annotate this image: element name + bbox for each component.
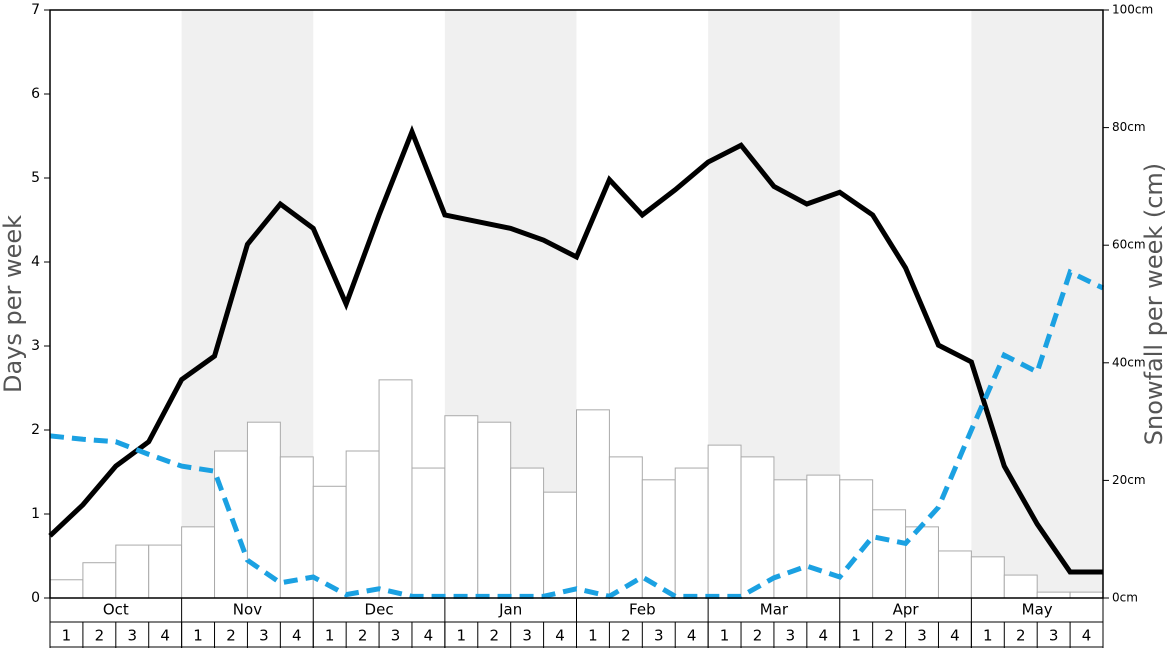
y-tick-label: 2	[31, 422, 40, 438]
week-label: 3	[259, 627, 269, 645]
month-label: Oct	[103, 601, 129, 619]
week-label: 2	[621, 627, 631, 645]
month-label: May	[1022, 601, 1053, 619]
week-label: 4	[555, 627, 565, 645]
y-tick-label: 1	[31, 506, 40, 522]
bar	[378, 379, 413, 599]
bar	[82, 562, 117, 599]
week-label: 1	[588, 627, 598, 645]
week-label: 4	[424, 627, 434, 645]
month-label: Dec	[365, 601, 394, 619]
y-tick-label: 3	[31, 338, 40, 354]
bar	[839, 479, 874, 599]
bar	[674, 467, 709, 599]
bar	[1069, 591, 1104, 599]
bar	[543, 491, 577, 599]
y2-tick-label: 40cm	[1112, 355, 1146, 369]
bar	[707, 444, 742, 599]
week-label: 2	[95, 627, 105, 645]
bar	[345, 450, 380, 599]
y2-tick-label: 60cm	[1112, 238, 1146, 252]
month-label: Feb	[629, 601, 656, 619]
y2-tick-label: 80cm	[1112, 120, 1146, 134]
month-label: Jan	[498, 601, 522, 619]
bar	[246, 421, 281, 599]
bar	[115, 544, 150, 599]
week-label: 3	[1049, 627, 1059, 645]
bar	[49, 579, 84, 599]
bar	[312, 485, 347, 599]
y-tick-label: 0	[31, 590, 40, 606]
week-label: 1	[325, 627, 335, 645]
week-label: 2	[884, 627, 894, 645]
bar	[872, 509, 907, 599]
week-label: 1	[851, 627, 861, 645]
week-label: 3	[654, 627, 664, 645]
week-label: 1	[193, 627, 203, 645]
y2-tick-label: 100cm	[1112, 3, 1153, 17]
week-label: 2	[226, 627, 236, 645]
bar	[608, 456, 643, 599]
bar	[148, 544, 183, 599]
month-label: Apr	[893, 601, 920, 619]
week-label: 4	[160, 627, 170, 645]
y2-axis-title: Snowfall per week (cm)	[1140, 163, 1168, 445]
bar	[411, 467, 446, 599]
y-tick-label: 4	[31, 254, 40, 270]
week-label: 3	[917, 627, 927, 645]
week-label: 2	[1016, 627, 1026, 645]
bar	[510, 467, 545, 599]
week-label: 3	[786, 627, 796, 645]
week-label: 1	[62, 627, 72, 645]
y2-tick-label: 0cm	[1112, 591, 1138, 605]
week-label: 4	[950, 627, 960, 645]
week-label: 3	[522, 627, 532, 645]
bar	[181, 526, 216, 599]
y-tick-label: 5	[31, 170, 40, 186]
y-tick-label: 7	[31, 2, 40, 18]
week-label: 4	[292, 627, 302, 645]
bar	[905, 526, 939, 599]
week-label: 1	[720, 627, 730, 645]
month-label: Mar	[760, 601, 789, 619]
week-label: 1	[457, 627, 467, 645]
line	[48, 125, 1103, 575]
y2-tick-label: 20cm	[1112, 473, 1146, 487]
bar	[576, 409, 610, 599]
month-label: Nov	[233, 601, 262, 619]
week-label: 2	[489, 627, 499, 645]
bar	[970, 556, 1005, 599]
bar	[1003, 574, 1038, 599]
bar	[806, 474, 841, 599]
week-label: 4	[1082, 627, 1092, 645]
week-label: 2	[358, 627, 368, 645]
line	[49, 268, 1105, 599]
bar	[214, 450, 248, 599]
week-label: 4	[687, 627, 697, 645]
week-label: 2	[753, 627, 763, 645]
bar	[937, 550, 972, 599]
bar	[773, 479, 808, 599]
bar	[444, 415, 479, 599]
week-label: 4	[819, 627, 829, 645]
y-axis-title: Days per week	[0, 215, 27, 393]
y-tick-label: 6	[31, 86, 40, 102]
month-band	[971, 10, 1103, 598]
week-label: 3	[391, 627, 401, 645]
bar	[740, 456, 775, 599]
week-label: 3	[127, 627, 137, 645]
bar	[477, 421, 512, 599]
bar	[1036, 591, 1071, 599]
week-label: 1	[983, 627, 993, 645]
